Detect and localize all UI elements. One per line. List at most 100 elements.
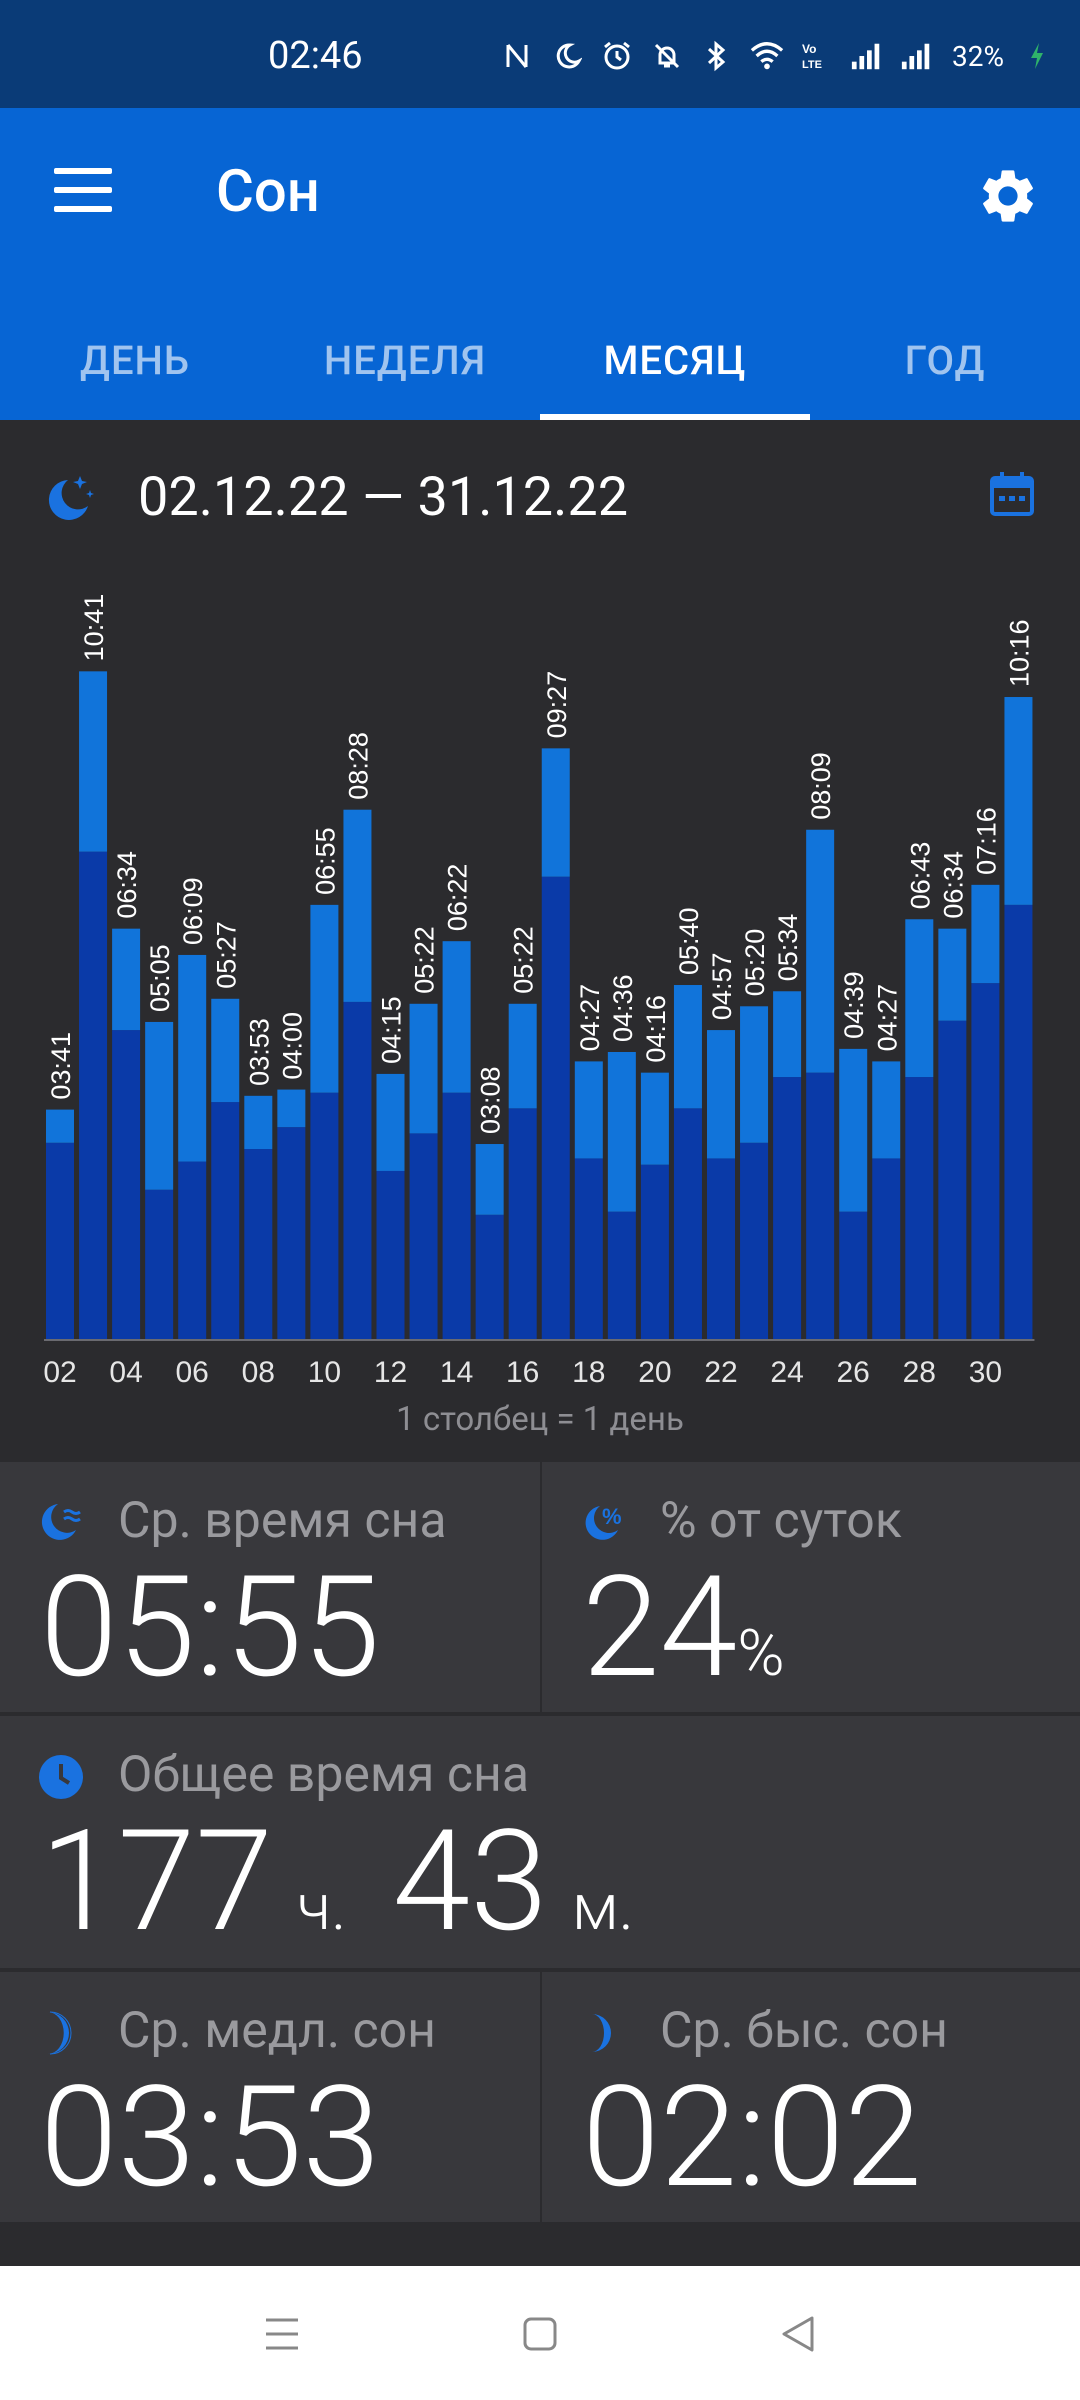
bar-light-05[interactable] xyxy=(145,1021,174,1190)
bar-light-02[interactable] xyxy=(46,1109,74,1143)
bar-total-label: 04:27 xyxy=(872,984,902,1052)
bar-light-15[interactable] xyxy=(475,1144,504,1215)
bar-light-27[interactable] xyxy=(872,1061,901,1159)
avg-light-sleep-value: 02:02 xyxy=(582,2056,923,2220)
home-icon[interactable] xyxy=(520,2314,560,2354)
menu-icon[interactable] xyxy=(54,168,112,212)
bar-light-07[interactable] xyxy=(211,998,240,1103)
bar-total-label: 05:34 xyxy=(773,914,803,982)
bar-deep-06[interactable] xyxy=(178,1161,207,1340)
bar-deep-04[interactable] xyxy=(112,1030,141,1340)
bar-total-label: 04:27 xyxy=(575,984,605,1052)
bar-light-31[interactable] xyxy=(1004,697,1033,905)
bar-light-04[interactable] xyxy=(112,928,141,1031)
back-icon[interactable] xyxy=(778,2314,818,2354)
bar-light-06[interactable] xyxy=(178,954,207,1162)
recent-apps-icon[interactable] xyxy=(262,2314,302,2354)
bar-deep-09[interactable] xyxy=(277,1127,306,1340)
bar-deep-29[interactable] xyxy=(938,1020,967,1340)
bar-light-21[interactable] xyxy=(673,985,702,1109)
signal-strength-icon xyxy=(850,39,884,73)
calendar-icon[interactable] xyxy=(986,468,1038,520)
bar-light-14[interactable] xyxy=(442,941,471,1093)
bar-deep-16[interactable] xyxy=(508,1108,537,1340)
bar-deep-05[interactable] xyxy=(145,1189,174,1340)
bar-light-18[interactable] xyxy=(574,1061,603,1159)
x-tick-label: 18 xyxy=(572,1356,605,1389)
bar-light-28[interactable] xyxy=(905,919,934,1078)
x-tick-label: 14 xyxy=(440,1356,473,1389)
percent-day-card[interactable]: % % от суток 24% xyxy=(542,1462,1080,1712)
bar-deep-19[interactable] xyxy=(607,1211,636,1340)
do-not-disturb-moon-icon xyxy=(550,39,584,73)
tab-week[interactable]: НЕДЕЛЯ xyxy=(323,336,487,384)
bar-deep-07[interactable] xyxy=(211,1102,240,1340)
bar-light-24[interactable] xyxy=(773,991,802,1078)
bar-light-22[interactable] xyxy=(707,1030,735,1159)
avg-deep-sleep-card[interactable]: Ср. медл. сон 03:53 xyxy=(0,1972,540,2222)
bar-deep-12[interactable] xyxy=(376,1170,405,1340)
bar-total-label: 06:34 xyxy=(938,851,968,919)
bar-light-16[interactable] xyxy=(508,1003,537,1109)
bar-deep-17[interactable] xyxy=(541,876,570,1340)
tab-day[interactable]: ДЕНЬ xyxy=(80,336,190,384)
bar-light-03[interactable] xyxy=(79,671,108,852)
percent-day-value: 24% xyxy=(582,1558,785,1698)
bar-deep-15[interactable] xyxy=(475,1214,504,1340)
bar-light-20[interactable] xyxy=(640,1072,669,1165)
bar-deep-24[interactable] xyxy=(773,1077,802,1340)
bar-light-09[interactable] xyxy=(277,1089,306,1128)
bar-total-label: 06:34 xyxy=(112,851,142,919)
bar-light-25[interactable] xyxy=(806,829,835,1073)
bar-total-label: 03:08 xyxy=(476,1066,506,1134)
bar-light-26[interactable] xyxy=(839,1048,868,1212)
avg-light-sleep-card[interactable]: Ср. быс. сон 02:02 xyxy=(542,1972,1080,2222)
bar-deep-26[interactable] xyxy=(839,1211,868,1340)
bar-total-label: 06:43 xyxy=(905,842,935,910)
bar-deep-11[interactable] xyxy=(343,1001,372,1340)
bar-deep-13[interactable] xyxy=(409,1133,438,1340)
bar-deep-31[interactable] xyxy=(1004,904,1033,1340)
bar-light-29[interactable] xyxy=(938,928,967,1021)
bar-deep-22[interactable] xyxy=(707,1158,735,1340)
bar-total-label: 04:15 xyxy=(377,996,407,1064)
moon-percent-icon: % xyxy=(578,1498,628,1548)
bar-light-11[interactable] xyxy=(343,809,372,1002)
chart-panel: 02.12.22 — 31.12.22 03:41 10:41 06:34 05:05… xyxy=(0,420,1080,1462)
bar-light-23[interactable] xyxy=(740,1006,769,1143)
bar-deep-25[interactable] xyxy=(806,1072,835,1340)
bar-deep-27[interactable] xyxy=(872,1158,901,1340)
date-range-label[interactable]: 02.12.22 — 31.12.22 xyxy=(138,466,629,529)
bar-light-08[interactable] xyxy=(244,1095,273,1150)
bar-light-19[interactable] xyxy=(607,1052,636,1212)
bar-deep-23[interactable] xyxy=(740,1142,769,1340)
bar-total-label: 05:22 xyxy=(410,926,440,994)
charging-icon xyxy=(1020,39,1054,73)
bar-deep-28[interactable] xyxy=(905,1077,934,1340)
bar-deep-02[interactable] xyxy=(46,1142,74,1340)
svg-text:LTE: LTE xyxy=(802,59,822,71)
bar-light-10[interactable] xyxy=(310,904,339,1093)
bar-total-label: 06:22 xyxy=(443,864,473,932)
bar-light-17[interactable] xyxy=(541,748,570,877)
x-tick-label: 24 xyxy=(770,1356,803,1389)
bar-deep-03[interactable] xyxy=(79,851,108,1340)
bar-deep-08[interactable] xyxy=(244,1149,273,1340)
bar-light-12[interactable] xyxy=(376,1073,405,1171)
bar-deep-21[interactable] xyxy=(673,1108,702,1340)
app-bar: Сон xyxy=(0,108,1080,420)
total-sleep-card[interactable]: Общее время сна 177 ч. 43 м. xyxy=(0,1716,1080,1968)
bar-deep-20[interactable] xyxy=(640,1164,669,1340)
bar-light-13[interactable] xyxy=(409,1003,438,1134)
bar-deep-30[interactable] xyxy=(971,983,1000,1340)
avg-sleep-card[interactable]: Ср. время сна 05:55 xyxy=(0,1462,540,1712)
bluetooth-icon xyxy=(700,39,734,73)
tab-month[interactable]: МЕСЯЦ xyxy=(540,300,810,420)
settings-gear-icon[interactable] xyxy=(976,164,1040,228)
bar-deep-14[interactable] xyxy=(442,1092,471,1340)
bar-deep-10[interactable] xyxy=(310,1092,339,1340)
clock-icon xyxy=(36,1752,86,1802)
tab-year[interactable]: ГОД xyxy=(904,336,986,384)
bar-light-30[interactable] xyxy=(971,884,1000,984)
bar-deep-18[interactable] xyxy=(574,1158,603,1340)
